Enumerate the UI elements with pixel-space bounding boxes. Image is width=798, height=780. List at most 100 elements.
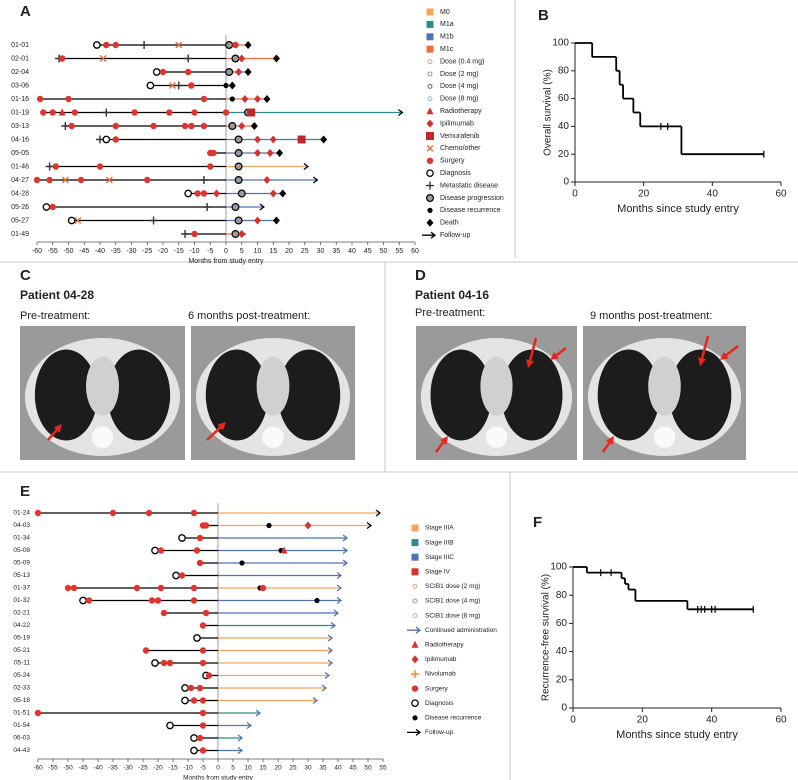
outcome-arrow <box>327 634 334 642</box>
outcome-arrow <box>342 546 349 555</box>
row-label: 01-16 <box>11 96 29 103</box>
event-mark <box>154 597 162 604</box>
row-label: 05-21 <box>13 647 30 654</box>
y-tick-label: 100 <box>552 38 569 49</box>
legend-swatch <box>426 20 434 28</box>
ct-arrowhead <box>606 436 614 445</box>
x-tick-label: 25 <box>301 248 309 255</box>
event-mark <box>61 122 70 130</box>
legend-label: Ipilimumab <box>425 656 457 663</box>
x-tick-label: 20 <box>637 715 649 726</box>
event-mark <box>196 559 204 567</box>
outcome-arrow <box>336 584 343 592</box>
event-mark <box>159 68 167 76</box>
event-mark <box>199 176 208 184</box>
event-mark <box>188 82 195 89</box>
y-tick-label: 60 <box>556 618 568 629</box>
legend-label: Continued administration <box>425 627 497 634</box>
row-label: 05-13 <box>13 572 30 579</box>
event-mark <box>166 659 174 667</box>
event-mark <box>148 597 156 604</box>
event-mark <box>207 163 214 170</box>
event-mark <box>190 584 198 592</box>
x-tick-label: 50 <box>380 248 388 255</box>
x-tick-label: 5 <box>240 248 244 255</box>
legend-label: Stage IIIA <box>425 525 454 532</box>
event-mark <box>269 135 277 144</box>
event-mark <box>213 189 221 198</box>
y-tick-label: 40 <box>556 646 568 657</box>
legend-swatch <box>412 613 418 619</box>
row-label: 01-32 <box>13 597 30 604</box>
event-mark <box>151 546 159 555</box>
row-label: 05-09 <box>13 560 30 567</box>
event-mark <box>144 176 151 184</box>
event-mark <box>178 572 186 579</box>
outcome-arrow <box>336 571 343 580</box>
y-tick-label: 40 <box>558 121 570 132</box>
row-label: 01-34 <box>13 535 30 542</box>
legend-swatch <box>426 157 434 164</box>
event-mark <box>149 216 158 225</box>
x-tick-label: -40 <box>93 765 103 772</box>
legend-swatch <box>426 45 434 53</box>
ct-mediastinum <box>86 356 119 416</box>
event-mark <box>247 108 256 117</box>
event-mark <box>263 176 271 184</box>
event-mark <box>33 176 41 184</box>
x-axis-label: Months from study entry <box>183 775 253 780</box>
ct-lung <box>107 349 171 441</box>
event-mark <box>166 109 173 116</box>
ct-mediastinum <box>256 356 290 416</box>
outcome-arrow <box>398 108 404 117</box>
legend-swatch <box>411 670 419 678</box>
event-mark <box>42 203 51 211</box>
x-tick-label: 15 <box>269 248 277 255</box>
row-label: 02-21 <box>13 610 30 617</box>
event-mark <box>85 597 93 604</box>
y-tick-label: 0 <box>561 703 567 714</box>
event-mark <box>93 41 101 49</box>
x-tick-label: -10 <box>189 248 199 255</box>
outcome-arrow <box>330 621 337 630</box>
x-tick-label: 0 <box>570 715 576 726</box>
outcome-arrow <box>312 176 319 184</box>
event-mark <box>184 189 193 198</box>
event-mark <box>193 547 201 554</box>
outcome-arrow <box>342 534 349 542</box>
row-label: 04-16 <box>11 136 29 143</box>
legend-label: Chemo/other <box>440 145 481 152</box>
event-mark <box>254 135 261 144</box>
panel-letter: B <box>538 7 549 24</box>
outcome-arrow <box>327 659 334 667</box>
legend-swatch <box>411 553 419 561</box>
legend-swatch <box>412 583 418 589</box>
x-tick-label: 0 <box>216 765 220 772</box>
row-label: 01-46 <box>11 163 29 170</box>
outcome-arrow <box>336 596 343 605</box>
event-mark <box>34 509 42 517</box>
row-label: 05-19 <box>13 635 30 642</box>
event-mark <box>199 659 207 667</box>
y-axis-label: Overall survival (%) <box>543 69 554 156</box>
event-mark <box>181 684 189 692</box>
legend-swatch <box>426 132 434 140</box>
outcome-arrow <box>259 203 265 211</box>
legend-swatch <box>426 8 434 16</box>
legend-swatch <box>426 169 434 178</box>
event-mark <box>52 163 60 170</box>
x-tick-label: -5 <box>207 248 213 255</box>
x-tick-label: 30 <box>317 248 325 255</box>
caption: Pre-treatment: <box>415 307 485 319</box>
event-mark <box>228 121 237 130</box>
row-label: 05-27 <box>11 217 29 224</box>
row-label: 01-54 <box>13 722 30 729</box>
row-label: 05-08 <box>13 547 30 554</box>
event-mark <box>238 122 246 130</box>
event-mark <box>190 509 198 517</box>
x-tick-label: -30 <box>123 765 133 772</box>
ct-spine <box>262 426 284 448</box>
row-label: 04-03 <box>13 522 30 529</box>
legend-label: Ipilimumab <box>440 120 474 127</box>
x-tick-label: -45 <box>78 765 88 772</box>
